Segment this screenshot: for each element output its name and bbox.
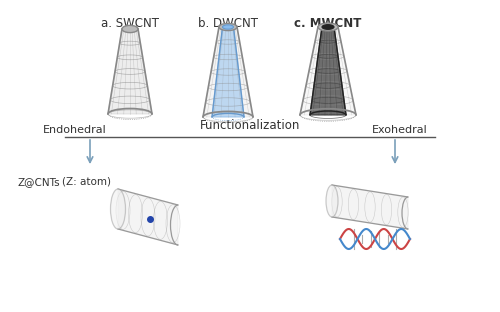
Text: Endohedral: Endohedral <box>43 125 107 135</box>
Polygon shape <box>300 27 356 115</box>
Ellipse shape <box>219 23 237 31</box>
Polygon shape <box>108 29 152 114</box>
Ellipse shape <box>222 25 234 29</box>
Ellipse shape <box>122 25 138 32</box>
Ellipse shape <box>326 185 338 217</box>
Polygon shape <box>310 27 346 115</box>
Ellipse shape <box>322 25 334 29</box>
Text: b. DWCNT: b. DWCNT <box>198 17 258 30</box>
Text: c. MWCNT: c. MWCNT <box>294 17 362 30</box>
Ellipse shape <box>318 23 338 31</box>
Polygon shape <box>332 185 408 229</box>
Text: Z@CNTs: Z@CNTs <box>18 177 60 187</box>
Text: Exohedral: Exohedral <box>372 125 428 135</box>
Text: Functionalization: Functionalization <box>200 119 300 132</box>
Text: a. SWCNT: a. SWCNT <box>101 17 159 30</box>
Polygon shape <box>212 27 244 117</box>
Polygon shape <box>203 27 253 117</box>
Text: (Z: atom): (Z: atom) <box>62 177 111 187</box>
Ellipse shape <box>110 189 126 229</box>
Polygon shape <box>118 189 178 245</box>
